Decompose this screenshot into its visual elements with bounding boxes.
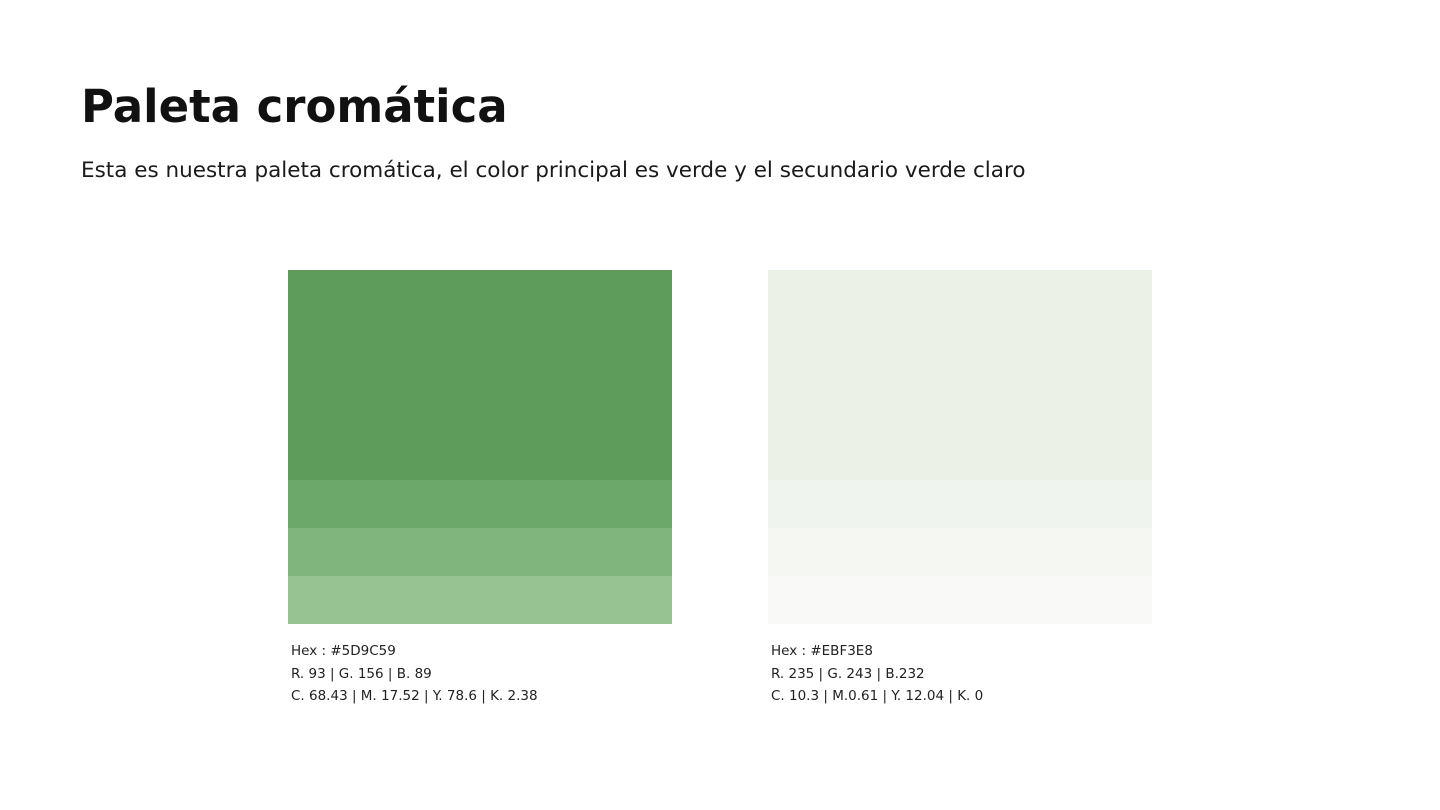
- color-shade-60: [288, 528, 672, 576]
- swatch-secondary-light-green: Hex : #EBF3E8 R. 235 | G. 243 | B.232 C.…: [768, 270, 1152, 708]
- color-shade-100: [768, 270, 1152, 480]
- rgb-value: R. 235 | G. 243 | B.232: [771, 665, 925, 682]
- cmyk-value: C. 10.3 | M.0.61 | Y. 12.04 | K. 0: [771, 688, 984, 704]
- page-subtitle: Esta es nuestra paleta cromática, el col…: [81, 158, 1026, 183]
- hex-value: Hex : #EBF3E8: [771, 643, 873, 659]
- cmyk-value: C. 68.43 | M. 17.52 | Y. 78.6 | K. 2.38: [291, 688, 538, 704]
- color-shade-40: [768, 576, 1152, 624]
- hex-value: Hex : #5D9C59: [291, 643, 396, 659]
- page-title: Paleta cromática: [81, 80, 508, 133]
- swatch-primary-green: Hex : #5D9C59 R. 93 | G. 156 | B. 89 C. …: [288, 270, 672, 708]
- color-shade-100: [288, 270, 672, 480]
- color-shade-80: [288, 480, 672, 528]
- color-shade-40: [288, 576, 672, 624]
- color-shade-80: [768, 480, 1152, 528]
- rgb-value: R. 93 | G. 156 | B. 89: [291, 665, 432, 682]
- color-shade-60: [768, 528, 1152, 576]
